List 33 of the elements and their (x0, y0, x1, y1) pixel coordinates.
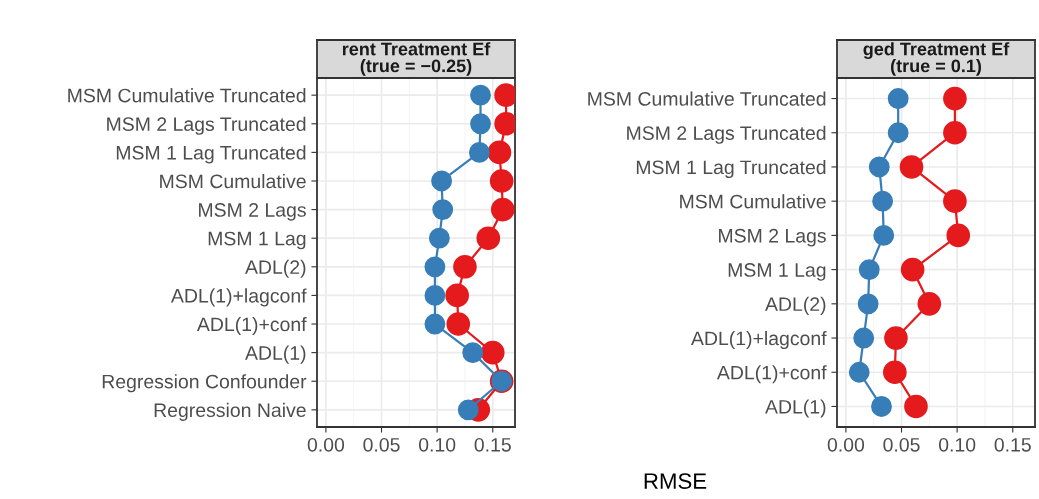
y-tick-label: ADL(1)+lagconf (690, 330, 827, 350)
y-tick-label: ADL(1)+lagconf (170, 288, 307, 307)
chart-title: rent Treatment Ef (true = −0.25) (342, 42, 491, 76)
y-tick-label: ADL(1)+conf (196, 316, 307, 336)
x-axis-title: RMSE (644, 473, 707, 489)
y-tick-label: MSM 2 Lags Truncated (107, 116, 306, 135)
y-tick-label: MSM 2 Lags (199, 203, 306, 221)
y-tick-label: MSM Cumulative (680, 194, 826, 209)
y-tick-label: ADL(1)+conf (716, 365, 827, 384)
y-tick-label: MSM Cumulative Truncated (68, 88, 306, 103)
x-tick-label: 0.05 (883, 437, 920, 452)
y-tick-label: MSM 1 Lag Truncated (636, 159, 826, 179)
x-tick-label: 0.10 (938, 437, 976, 452)
x-tick-label: 0.00 (307, 437, 345, 452)
y-tick-label: ADL(1) (245, 345, 306, 364)
y-tick-label: Regression Confounder (102, 374, 307, 393)
y-tick-label: Regression Naive (154, 402, 306, 421)
y-tick-label: MSM Cumulative (160, 173, 306, 189)
x-tick-label: 0.15 (474, 437, 511, 452)
y-tick-label: MSM 1 Lag (208, 231, 306, 250)
y-tick-label: ADL(2) (245, 259, 306, 278)
y-tick-label: MSM 1 Lag (728, 263, 826, 281)
x-tick-label: 0.10 (418, 437, 456, 452)
y-tick-label: MSM 1 Lag Truncated (116, 145, 306, 164)
x-tick-label: 0.05 (363, 437, 400, 452)
y-tick-label: MSM 2 Lags (719, 228, 826, 247)
y-tick-label: ADL(2) (765, 296, 826, 315)
chart-title: ged Treatment Ef (true = 0.1) (863, 42, 1010, 76)
x-tick-label: 0.15 (994, 437, 1031, 452)
x-tick-label: 0.00 (827, 437, 865, 452)
y-tick-label: MSM 2 Lags Truncated (627, 125, 826, 144)
y-tick-label: ADL(1) (765, 399, 826, 418)
y-tick-label: MSM Cumulative Truncated (588, 91, 826, 106)
